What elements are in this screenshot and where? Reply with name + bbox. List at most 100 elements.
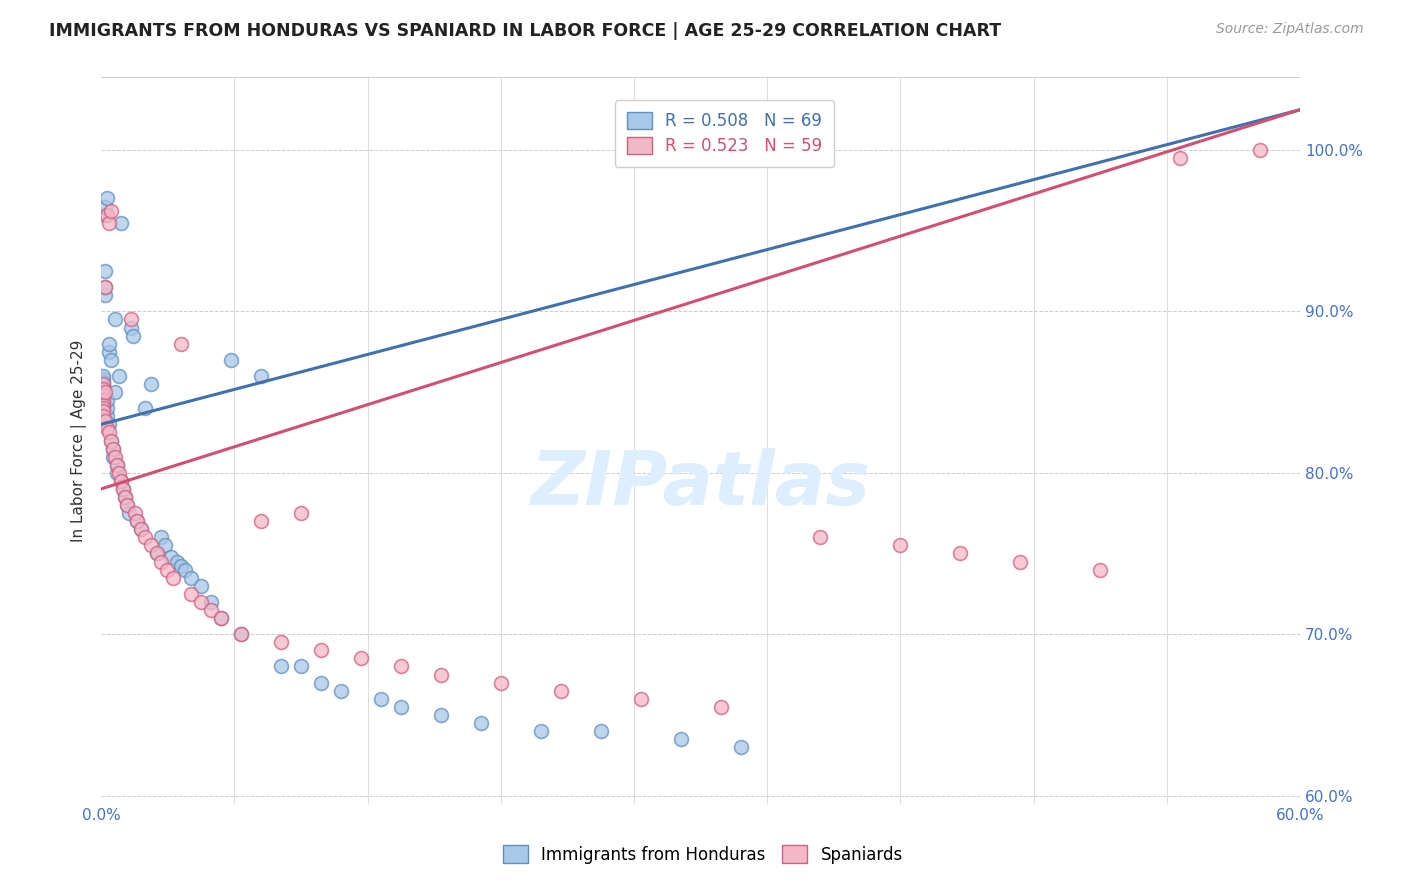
Point [94, 208, 117, 222]
Point [124, 506, 146, 520]
Point [91, 377, 114, 392]
Point [129, 522, 152, 536]
Point [219, 352, 242, 367]
Point [180, 571, 202, 585]
Point [100, 352, 122, 367]
Point [91, 376, 114, 390]
Point [110, 474, 132, 488]
Point [98, 216, 121, 230]
Point [139, 538, 162, 552]
Point [630, 691, 652, 706]
Point [100, 204, 122, 219]
Point [94, 280, 117, 294]
Point [105, 458, 128, 472]
Point [91, 388, 114, 402]
Point [1249, 143, 1271, 157]
Point [129, 522, 152, 536]
Point [290, 506, 312, 520]
Point [709, 699, 731, 714]
Point [127, 514, 149, 528]
Point [94, 414, 117, 428]
Point [430, 667, 453, 681]
Point [101, 442, 124, 456]
Point [229, 627, 252, 641]
Point [105, 458, 128, 472]
Point [889, 538, 911, 552]
Point [91, 404, 114, 418]
Point [270, 635, 292, 649]
Point [91, 377, 114, 392]
Legend: Immigrants from Honduras, Spaniards: Immigrants from Honduras, Spaniards [496, 838, 910, 871]
Point [91, 409, 114, 424]
Point [91, 393, 114, 408]
Point [250, 369, 273, 384]
Point [100, 434, 122, 448]
Point [290, 659, 312, 673]
Point [110, 474, 132, 488]
Point [100, 434, 122, 448]
Point [550, 683, 572, 698]
Point [91, 401, 114, 416]
Point [1090, 563, 1112, 577]
Point [94, 385, 117, 400]
Point [98, 344, 121, 359]
Point [730, 740, 752, 755]
Point [190, 579, 212, 593]
Point [669, 732, 692, 747]
Point [91, 372, 114, 386]
Point [146, 547, 169, 561]
Point [91, 382, 114, 396]
Point [470, 715, 492, 730]
Point [91, 380, 114, 394]
Point [112, 482, 135, 496]
Point [134, 530, 156, 544]
Point [108, 466, 131, 480]
Point [153, 538, 176, 552]
Point [108, 369, 131, 384]
Point [101, 450, 124, 464]
Point [166, 555, 188, 569]
Y-axis label: In Labor Force | Age 25-29: In Labor Force | Age 25-29 [72, 339, 87, 541]
Point [200, 595, 222, 609]
Point [270, 659, 292, 673]
Point [180, 587, 202, 601]
Point [250, 514, 273, 528]
Point [96, 208, 118, 222]
Point [160, 549, 183, 564]
Point [96, 420, 118, 434]
Point [150, 555, 173, 569]
Point [91, 393, 114, 408]
Point [96, 401, 118, 416]
Point [589, 724, 612, 739]
Legend: R = 0.508   N = 69, R = 0.523   N = 59: R = 0.508 N = 69, R = 0.523 N = 59 [616, 100, 834, 167]
Text: Source: ZipAtlas.com: Source: ZipAtlas.com [1216, 22, 1364, 37]
Point [91, 398, 114, 412]
Point [134, 401, 156, 416]
Point [170, 336, 193, 351]
Point [115, 498, 138, 512]
Point [139, 377, 162, 392]
Point [101, 442, 124, 456]
Point [104, 385, 127, 400]
Point [489, 675, 512, 690]
Point [120, 312, 142, 326]
Point [389, 659, 412, 673]
Point [200, 603, 222, 617]
Point [98, 336, 121, 351]
Point [91, 369, 114, 384]
Point [94, 200, 117, 214]
Point [91, 388, 114, 402]
Point [389, 699, 412, 714]
Point [91, 398, 114, 412]
Point [127, 514, 149, 528]
Point [98, 425, 121, 440]
Point [104, 312, 127, 326]
Point [114, 490, 136, 504]
Point [209, 611, 232, 625]
Point [190, 595, 212, 609]
Point [94, 264, 117, 278]
Point [114, 490, 136, 504]
Point [1010, 555, 1032, 569]
Point [1168, 151, 1191, 165]
Point [94, 288, 117, 302]
